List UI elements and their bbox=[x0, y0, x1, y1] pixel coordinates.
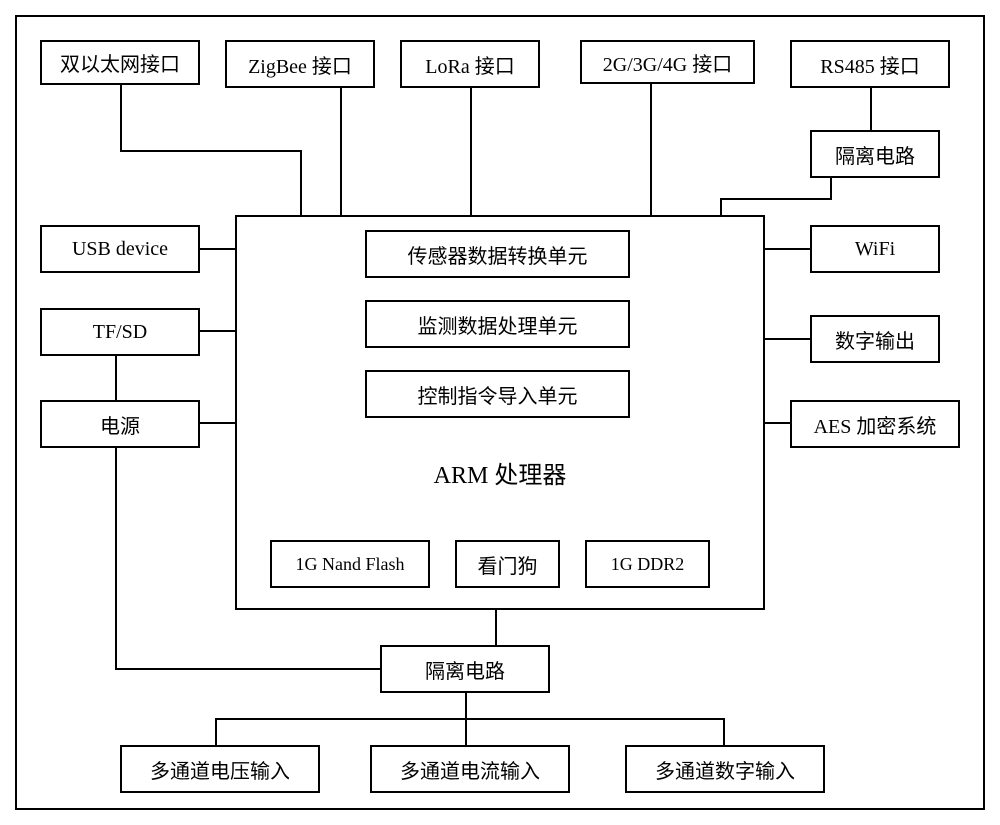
wifi-box: WiFi bbox=[810, 225, 940, 273]
conn bbox=[215, 718, 217, 745]
ethernet-label: 双以太网接口 bbox=[60, 48, 180, 77]
iso-top-label: 隔离电路 bbox=[835, 140, 915, 169]
conn bbox=[765, 422, 790, 424]
sensor-unit-label: 传感器数据转换单元 bbox=[408, 240, 588, 269]
digital-in-box: 多通道数字输入 bbox=[625, 745, 825, 793]
iso-top-box: 隔离电路 bbox=[810, 130, 940, 178]
iso-bottom-label: 隔离电路 bbox=[425, 655, 505, 684]
usb-label: USB device bbox=[72, 238, 168, 261]
nand-label: 1G Nand Flash bbox=[296, 554, 405, 575]
zigbee-box: ZigBee 接口 bbox=[225, 40, 375, 88]
ethernet-box: 双以太网接口 bbox=[40, 40, 200, 85]
lora-label: LoRa 接口 bbox=[425, 50, 514, 79]
conn bbox=[200, 330, 235, 332]
lora-box: LoRa 接口 bbox=[400, 40, 540, 88]
conn bbox=[465, 693, 467, 718]
conn bbox=[495, 610, 497, 645]
watchdog-box: 看门狗 bbox=[455, 540, 560, 588]
conn bbox=[120, 85, 122, 150]
control-unit-box: 控制指令导入单元 bbox=[365, 370, 630, 418]
iso-bottom-box: 隔离电路 bbox=[380, 645, 550, 693]
conn bbox=[765, 248, 810, 250]
conn bbox=[465, 718, 467, 745]
conn bbox=[115, 356, 117, 400]
conn bbox=[470, 88, 472, 215]
conn bbox=[650, 84, 652, 215]
tfsd-label: TF/SD bbox=[93, 321, 147, 344]
digital-out-label: 数字输出 bbox=[835, 325, 915, 354]
conn bbox=[720, 198, 722, 215]
digital-out-box: 数字输出 bbox=[810, 315, 940, 363]
conn bbox=[200, 248, 235, 250]
conn bbox=[115, 668, 380, 670]
nand-box: 1G Nand Flash bbox=[270, 540, 430, 588]
voltage-in-box: 多通道电压输入 bbox=[120, 745, 320, 793]
wifi-label: WiFi bbox=[855, 238, 895, 261]
tfsd-box: TF/SD bbox=[40, 308, 200, 356]
current-in-label: 多通道电流输入 bbox=[400, 755, 540, 784]
control-unit-label: 控制指令导入单元 bbox=[418, 380, 578, 409]
conn bbox=[215, 718, 725, 720]
voltage-in-label: 多通道电压输入 bbox=[150, 755, 290, 784]
rs485-label: RS485 接口 bbox=[820, 50, 919, 79]
conn bbox=[723, 718, 725, 745]
ddr2-box: 1G DDR2 bbox=[585, 540, 710, 588]
ddr2-label: 1G DDR2 bbox=[611, 554, 685, 575]
conn bbox=[300, 150, 302, 215]
conn bbox=[765, 338, 810, 340]
monitor-unit-box: 监测数据处理单元 bbox=[365, 300, 630, 348]
monitor-unit-label: 监测数据处理单元 bbox=[418, 310, 578, 339]
watchdog-label: 看门狗 bbox=[478, 550, 538, 579]
conn bbox=[870, 88, 872, 130]
power-box: 电源 bbox=[40, 400, 200, 448]
g234-box: 2G/3G/4G 接口 bbox=[580, 40, 755, 84]
current-in-box: 多通道电流输入 bbox=[370, 745, 570, 793]
rs485-box: RS485 接口 bbox=[790, 40, 950, 88]
aes-box: AES 加密系统 bbox=[790, 400, 960, 448]
conn bbox=[115, 448, 117, 668]
conn bbox=[720, 198, 832, 200]
aes-label: AES 加密系统 bbox=[814, 410, 937, 439]
arm-label: ARM 处理器 bbox=[400, 455, 600, 490]
conn bbox=[830, 178, 832, 198]
usb-box: USB device bbox=[40, 225, 200, 273]
diagram-canvas: 双以太网接口 ZigBee 接口 LoRa 接口 2G/3G/4G 接口 RS4… bbox=[0, 0, 1000, 825]
g234-label: 2G/3G/4G 接口 bbox=[603, 48, 732, 77]
power-label: 电源 bbox=[100, 410, 140, 439]
conn bbox=[200, 422, 235, 424]
zigbee-label: ZigBee 接口 bbox=[248, 50, 352, 79]
sensor-unit-box: 传感器数据转换单元 bbox=[365, 230, 630, 278]
conn bbox=[340, 88, 342, 215]
digital-in-label: 多通道数字输入 bbox=[655, 755, 795, 784]
conn bbox=[120, 150, 300, 152]
